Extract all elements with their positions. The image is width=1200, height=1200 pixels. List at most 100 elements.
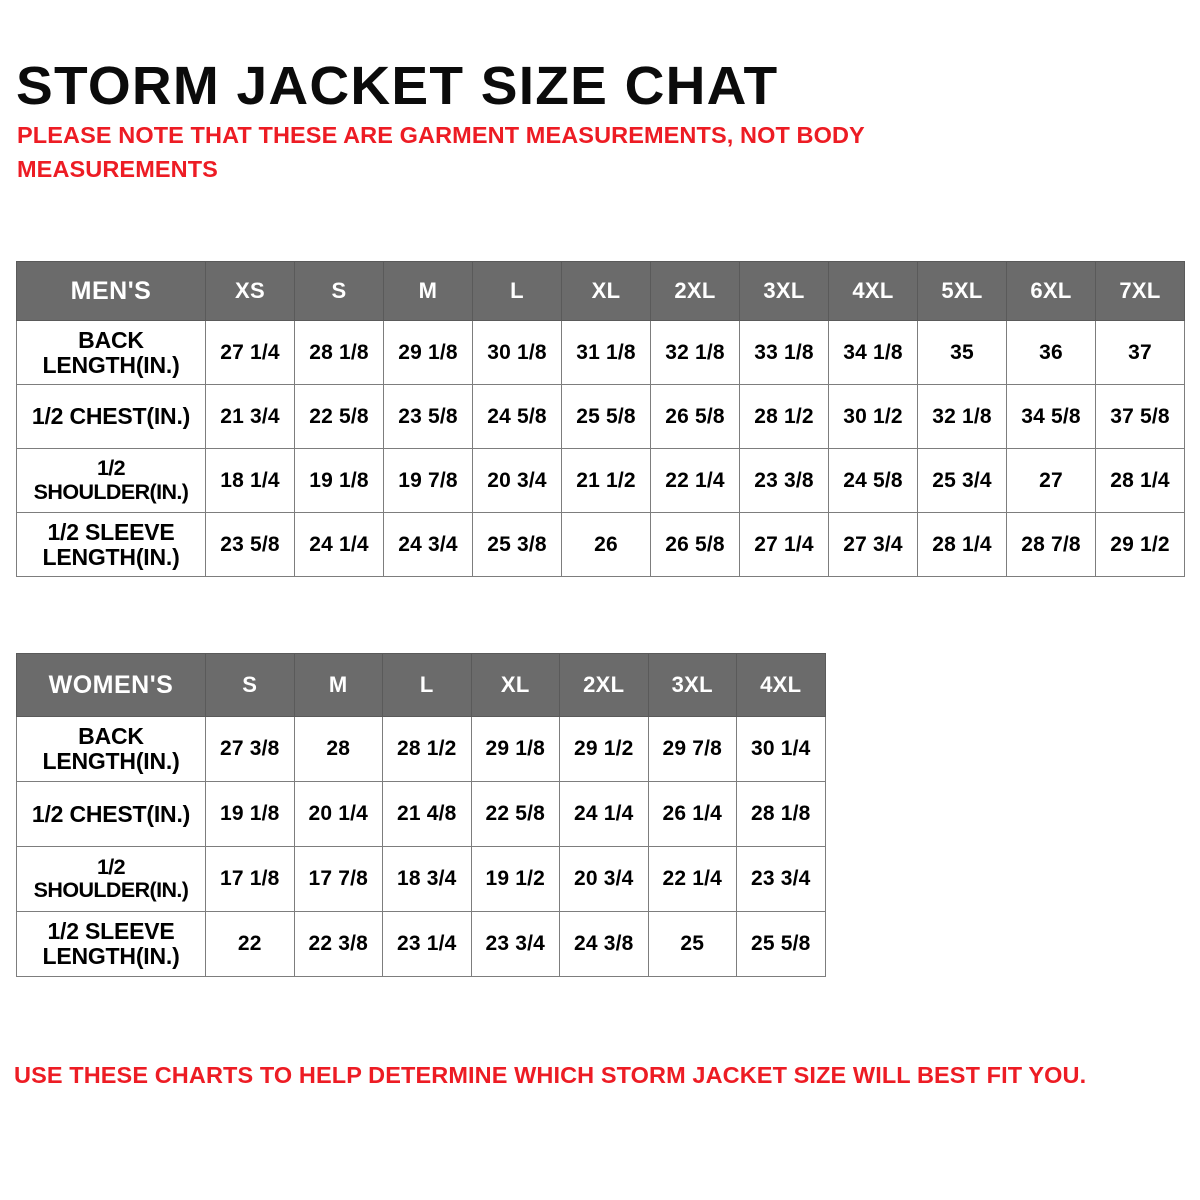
mens-row-label-1: 1/2 CHEST(IN.) xyxy=(16,384,206,449)
womens-row-label-0: BACK LENGTH(IN.) xyxy=(16,716,206,782)
mens-cell-2-10: 28 1/4 xyxy=(1095,448,1185,513)
womens-row-label-2: 1/2 SHOULDER(IN.) xyxy=(16,846,206,912)
mens-size-header-l: L xyxy=(472,261,562,321)
womens-size-header-3xl: 3XL xyxy=(647,653,737,717)
womens-cell-1-4: 24 1/4 xyxy=(559,781,649,847)
mens-cell-3-5: 26 5/8 xyxy=(650,512,740,577)
womens-cell-3-3: 23 3/4 xyxy=(470,911,560,977)
womens-header-row: WOMEN'S S M L XL 2XL 3XL 4XL xyxy=(16,653,826,717)
womens-cell-1-3: 22 5/8 xyxy=(470,781,560,847)
womens-size-header-m: M xyxy=(293,653,383,717)
table-row: 1/2 CHEST(IN.) 19 1/8 20 1/4 21 4/8 22 5/8 24… xyxy=(16,781,826,847)
mens-cell-1-4: 25 5/8 xyxy=(561,384,651,449)
womens-cell-3-0: 22 xyxy=(205,911,295,977)
mens-cell-3-2: 24 3/4 xyxy=(383,512,473,577)
mens-cell-1-1: 22 5/8 xyxy=(294,384,384,449)
mens-cell-2-7: 24 5/8 xyxy=(828,448,918,513)
womens-cell-1-0: 19 1/8 xyxy=(205,781,295,847)
mens-cell-1-10: 37 5/8 xyxy=(1095,384,1185,449)
mens-size-header-xl: XL xyxy=(561,261,651,321)
womens-cell-2-4: 20 3/4 xyxy=(559,846,649,912)
mens-cell-3-9: 28 7/8 xyxy=(1006,512,1096,577)
table-row: 1/2 SLEEVE LENGTH(IN.) 23 5/8 24 1/4 24 3/4… xyxy=(16,512,1185,577)
womens-cell-0-0: 27 3/8 xyxy=(205,716,295,782)
womens-cell-2-3: 19 1/2 xyxy=(470,846,560,912)
mens-size-header-xs: XS xyxy=(205,261,295,321)
mens-size-header-3xl: 3XL xyxy=(739,261,829,321)
mens-cell-0-9: 36 xyxy=(1006,320,1096,385)
mens-cell-2-1: 19 1/8 xyxy=(294,448,384,513)
womens-cell-2-2: 18 3/4 xyxy=(382,846,472,912)
mens-size-header-6xl: 6XL xyxy=(1006,261,1096,321)
mens-size-header-4xl: 4XL xyxy=(828,261,918,321)
womens-size-header-s: S xyxy=(205,653,295,717)
mens-cell-0-0: 27 1/4 xyxy=(205,320,295,385)
mens-cell-2-9: 27 xyxy=(1006,448,1096,513)
womens-cell-1-1: 20 1/4 xyxy=(293,781,383,847)
mens-table-body: BACK LENGTH(IN.) 27 1/4 28 1/8 29 1/8 30 1/8… xyxy=(16,320,1185,577)
mens-row-label-3: 1/2 SLEEVE LENGTH(IN.) xyxy=(16,512,206,577)
womens-row-label-1: 1/2 CHEST(IN.) xyxy=(16,781,206,847)
mens-cell-1-7: 30 1/2 xyxy=(828,384,918,449)
womens-table-header: WOMEN'S S M L XL 2XL 3XL 4XL xyxy=(16,653,826,717)
womens-cell-2-6: 23 3/4 xyxy=(736,846,826,912)
mens-row-label-2: 1/2 SHOULDER(IN.) xyxy=(16,448,206,513)
mens-cell-2-3: 20 3/4 xyxy=(472,448,562,513)
mens-cell-0-6: 33 1/8 xyxy=(739,320,829,385)
mens-cell-2-8: 25 3/4 xyxy=(917,448,1007,513)
chart-usage-note: USE THESE CHARTS TO HELP DETERMINE WHICH… xyxy=(14,1062,1087,1088)
mens-table-header: MEN'S XS S M L XL 2XL 3XL 4XL 5XL 6XL 7XL xyxy=(16,261,1185,321)
womens-size-header-l: L xyxy=(382,653,472,717)
womens-cell-0-1: 28 xyxy=(293,716,383,782)
mens-size-table: MEN'S XS S M L XL 2XL 3XL 4XL 5XL 6XL 7XL BACK LEN… xyxy=(16,261,1185,577)
mens-table-title: MEN'S xyxy=(16,261,206,321)
womens-cell-0-4: 29 1/2 xyxy=(559,716,649,782)
mens-cell-1-5: 26 5/8 xyxy=(650,384,740,449)
mens-cell-1-0: 21 3/4 xyxy=(205,384,295,449)
womens-cell-1-5: 26 1/4 xyxy=(647,781,737,847)
mens-cell-3-1: 24 1/4 xyxy=(294,512,384,577)
mens-cell-0-10: 37 xyxy=(1095,320,1185,385)
table-row: 1/2 SLEEVE LENGTH(IN.) 22 22 3/8 23 1/4 23 3… xyxy=(16,911,826,977)
mens-cell-2-5: 22 1/4 xyxy=(650,448,740,513)
womens-cell-2-5: 22 1/4 xyxy=(647,846,737,912)
womens-size-table: WOMEN'S S M L XL 2XL 3XL 4XL BACK LENGTH(IN.) 2… xyxy=(16,653,826,977)
mens-cell-3-0: 23 5/8 xyxy=(205,512,295,577)
womens-cell-0-6: 30 1/4 xyxy=(736,716,826,782)
mens-cell-1-6: 28 1/2 xyxy=(739,384,829,449)
mens-cell-1-3: 24 5/8 xyxy=(472,384,562,449)
mens-cell-0-2: 29 1/8 xyxy=(383,320,473,385)
mens-cell-1-8: 32 1/8 xyxy=(917,384,1007,449)
womens-size-header-2xl: 2XL xyxy=(559,653,649,717)
mens-cell-2-6: 23 3/8 xyxy=(739,448,829,513)
womens-cell-1-2: 21 4/8 xyxy=(382,781,472,847)
mens-cell-2-2: 19 7/8 xyxy=(383,448,473,513)
mens-cell-0-7: 34 1/8 xyxy=(828,320,918,385)
womens-row-label-3: 1/2 SLEEVE LENGTH(IN.) xyxy=(16,911,206,977)
table-row: 1/2 CHEST(IN.) 21 3/4 22 5/8 23 5/8 24 5/8 25… xyxy=(16,384,1185,449)
mens-cell-0-4: 31 1/8 xyxy=(561,320,651,385)
womens-cell-0-2: 28 1/2 xyxy=(382,716,472,782)
womens-cell-3-5: 25 xyxy=(647,911,737,977)
mens-size-header-2xl: 2XL xyxy=(650,261,740,321)
mens-size-header-5xl: 5XL xyxy=(917,261,1007,321)
mens-size-header-s: S xyxy=(294,261,384,321)
womens-table-body: BACK LENGTH(IN.) 27 3/8 28 28 1/2 29 1/8 29 1… xyxy=(16,716,826,977)
table-row: 1/2 SHOULDER(IN.) 17 1/8 17 7/8 18 3/4 19 1/… xyxy=(16,846,826,912)
table-row: 1/2 SHOULDER(IN.) 18 1/4 19 1/8 19 7/8 20 3/… xyxy=(16,448,1185,513)
womens-cell-3-4: 24 3/8 xyxy=(559,911,649,977)
womens-size-header-4xl: 4XL xyxy=(736,653,826,717)
page-title: STORM JACKET SIZE CHAT xyxy=(16,56,779,117)
mens-cell-3-7: 27 3/4 xyxy=(828,512,918,577)
womens-cell-3-2: 23 1/4 xyxy=(382,911,472,977)
mens-size-header-m: M xyxy=(383,261,473,321)
mens-cell-1-9: 34 5/8 xyxy=(1006,384,1096,449)
mens-cell-2-4: 21 1/2 xyxy=(561,448,651,513)
mens-cell-0-5: 32 1/8 xyxy=(650,320,740,385)
garment-measurement-note: PLEASE NOTE THAT THESE ARE GARMENT MEASU… xyxy=(17,122,865,183)
womens-size-header-xl: XL xyxy=(470,653,560,717)
mens-cell-3-3: 25 3/8 xyxy=(472,512,562,577)
womens-cell-1-6: 28 1/8 xyxy=(736,781,826,847)
womens-table-title: WOMEN'S xyxy=(16,653,206,717)
